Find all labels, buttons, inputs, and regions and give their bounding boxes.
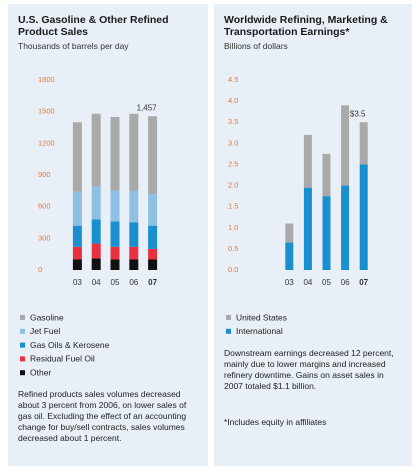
bar-segment [359,164,368,270]
bar-segment [72,122,82,192]
legend-label: Residual Fuel Oil [30,354,95,364]
y-tick-label: 1800 [38,75,55,84]
y-tick-label: 1500 [38,107,55,116]
bar-segment [148,259,158,270]
legend-swatch [20,370,25,376]
bar-segment [110,190,120,222]
legend-label: Gasoline [30,312,64,322]
bar-segment [322,196,331,270]
bar-segment [129,190,139,223]
y-tick-label: 0 [38,265,42,274]
y-tick-label: 0.0 [228,265,238,274]
legend-label: Gas Oils & Kerosene [30,340,110,350]
y-tick-label: 1.0 [228,223,238,232]
x-tick-label: 06 [129,278,138,287]
bar-segment [110,259,120,270]
y-tick-label: 900 [38,170,51,179]
bar-segment [322,153,331,197]
legend-swatch [20,315,25,320]
x-tick-label: 06 [341,278,350,287]
x-tick-label: 04 [303,278,312,287]
y-tick-label: 4.0 [228,96,238,105]
bar-segment [129,222,139,247]
bar-segment [285,223,294,243]
legend-label: Other [30,367,51,377]
bar-segment [91,258,101,270]
bar-segment [341,185,350,270]
annotation: 1,457 [137,103,158,112]
y-tick-label: 3.5 [228,117,238,126]
footnote: *Includes equity in affiliates [224,417,327,427]
legend-swatch [20,342,25,348]
bar-segment [148,194,158,226]
bar-segment [148,248,158,260]
bar-segment [303,134,312,188]
y-tick-label: 600 [38,202,51,211]
chart-note: Refined products sales volumes decreased… [18,389,187,443]
legend-swatch [20,356,25,362]
x-tick-label: 05 [322,278,331,287]
legend-label: United States [236,312,287,322]
right-panel [214,4,412,466]
chart-subtitle: Thousands of barrels per day [18,41,129,51]
bar-segment [148,116,158,194]
x-tick-label: 03 [285,278,294,287]
chart-title: Worldwide Refining, Marketing & Transpor… [224,14,388,38]
legend-label: International [236,326,283,336]
bar-segment [91,113,101,187]
y-tick-label: 0.5 [228,244,238,253]
annotation: $3.5 [350,109,366,118]
legend-swatch [20,328,25,334]
x-tick-label: 07 [359,278,368,287]
bar-segment [129,259,139,270]
y-tick-label: 2.5 [228,159,238,168]
bar-segment [303,187,312,270]
y-tick-label: 3.0 [228,138,238,147]
bar-segment [110,246,120,260]
bar-segment [341,105,350,186]
legend-label: Jet Fuel [30,326,60,336]
bar-segment [129,246,139,260]
bar-segment [91,186,101,220]
bar-segment [110,221,120,247]
y-tick-label: 4.5 [228,75,238,84]
chart-note: Downstream earnings decreased 12 percent… [224,348,394,391]
bar-segment [72,259,82,270]
y-tick-label: 300 [38,233,51,242]
bar-segment [72,246,82,260]
bar-segment [285,242,294,270]
bar-segment [129,113,139,191]
y-tick-label: 1200 [38,138,55,147]
y-tick-label: 1.5 [228,202,238,211]
bar-segment [148,225,158,249]
bar-segment [72,225,82,247]
chart-title: U.S. Gasoline & Other Refined Product Sa… [18,14,169,38]
y-tick-label: 2.0 [228,181,238,190]
x-tick-label: 03 [73,278,82,287]
left-panel [8,4,208,466]
x-tick-label: 05 [111,278,120,287]
chart-subtitle: Billions of dollars [224,41,288,51]
bar-segment [359,122,368,165]
bar-segment [72,191,82,226]
legend-swatch [226,328,231,334]
legend-swatch [226,315,231,320]
x-tick-label: 07 [148,278,157,287]
bar-segment [91,243,101,259]
x-tick-label: 04 [92,278,101,287]
bar-segment [110,116,120,191]
bar-segment [91,219,101,244]
